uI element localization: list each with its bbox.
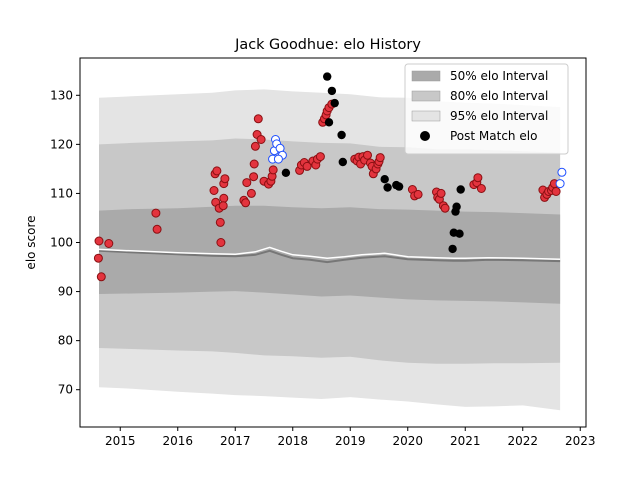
data-point-black <box>452 202 461 211</box>
x-tick-label: 2019 <box>335 434 366 448</box>
data-point-black <box>281 168 291 177</box>
y-axis-label: elo score <box>24 215 38 269</box>
legend-label-band80: 80% elo Interval <box>450 89 548 103</box>
legend-box <box>404 63 569 155</box>
band-50 <box>99 205 561 304</box>
x-tick-label: 2023 <box>565 434 596 448</box>
data-point-red <box>315 152 325 162</box>
data-point-blue <box>557 167 567 177</box>
data-point-red <box>256 135 266 144</box>
y-tick-label: 90 <box>58 285 73 299</box>
data-point-red <box>104 239 114 248</box>
data-point-black <box>380 175 389 184</box>
x-tick-label: 2015 <box>105 434 136 448</box>
data-point-black <box>383 183 392 192</box>
mean-line <box>98 246 561 260</box>
data-point-red <box>93 253 103 263</box>
data-point-red <box>375 153 385 163</box>
legend: 50% elo Interval 80% elo Interval 95% elo … <box>404 63 569 155</box>
data-point-red <box>209 186 219 195</box>
data-point-red <box>219 193 229 203</box>
data-point-red <box>250 141 260 151</box>
data-point-red <box>413 189 423 199</box>
data-point-red <box>246 188 256 198</box>
x-tick-label: 2022 <box>507 434 538 448</box>
data-point-black <box>338 157 347 167</box>
data-point-black <box>323 72 332 81</box>
legend-label-post: Post Match elo <box>450 129 537 143</box>
data-point-red <box>436 188 446 198</box>
data-point-red <box>215 217 225 227</box>
y-tick-label: 120 <box>50 137 73 151</box>
data-point-red <box>302 161 312 171</box>
data-point-red <box>96 272 106 282</box>
y-tick-label: 100 <box>50 236 73 250</box>
x-axis: 2015 2016 2017 2018 2019 2020 2021 2022 2023 <box>105 427 596 448</box>
data-point-black <box>394 182 404 191</box>
data-point-red <box>94 236 104 246</box>
data-point-red <box>242 178 252 188</box>
y-tick-label: 70 <box>58 383 73 397</box>
x-tick-label: 2021 <box>450 434 481 448</box>
data-point-red <box>253 114 263 124</box>
data-point-red <box>440 203 450 213</box>
y-tick-label: 110 <box>50 186 73 200</box>
data-point-red <box>151 208 161 218</box>
chart-title: Jack Goodhue: elo History <box>234 37 421 53</box>
y-tick-label: 80 <box>58 334 73 348</box>
data-point-red <box>152 224 162 234</box>
data-point-black <box>455 229 464 238</box>
data-point-black <box>327 86 337 96</box>
x-tick-label: 2016 <box>162 434 193 448</box>
legend-swatch-band95 <box>411 110 441 122</box>
data-point-red <box>218 201 228 211</box>
data-point-blue <box>555 179 565 189</box>
legend-swatch-band50 <box>411 70 441 82</box>
y-tick-label: 130 <box>50 88 73 102</box>
data-point-red <box>220 174 230 184</box>
plot-area <box>79 57 587 428</box>
legend-label-band50: 50% elo Interval <box>450 69 548 83</box>
data-point-red <box>268 165 278 175</box>
y-axis: 70 80 90 100 110 120 130 <box>50 88 80 397</box>
data-point-black <box>324 118 334 127</box>
data-point-red <box>216 238 226 247</box>
x-tick-label: 2020 <box>392 434 423 448</box>
data-point-red <box>241 198 251 208</box>
data-point-black <box>456 185 465 194</box>
data-point-red <box>363 150 372 160</box>
data-point-red <box>249 172 259 182</box>
median-line <box>98 249 561 264</box>
data-point-red <box>212 166 222 176</box>
data-point-red <box>249 159 259 169</box>
data-point-blue <box>273 154 283 164</box>
x-tick-label: 2017 <box>220 434 251 448</box>
data-point-black <box>337 130 346 140</box>
legend-marker-post <box>420 131 430 141</box>
legend-swatch-band80 <box>411 90 441 102</box>
x-tick-label: 2018 <box>277 434 308 448</box>
data-point-red <box>473 173 483 183</box>
data-point-red <box>476 184 486 193</box>
data-point-red <box>551 187 561 196</box>
data-point-black <box>448 244 457 254</box>
legend-label-band95: 95% elo Interval <box>450 109 548 123</box>
data-point-black <box>330 98 339 108</box>
